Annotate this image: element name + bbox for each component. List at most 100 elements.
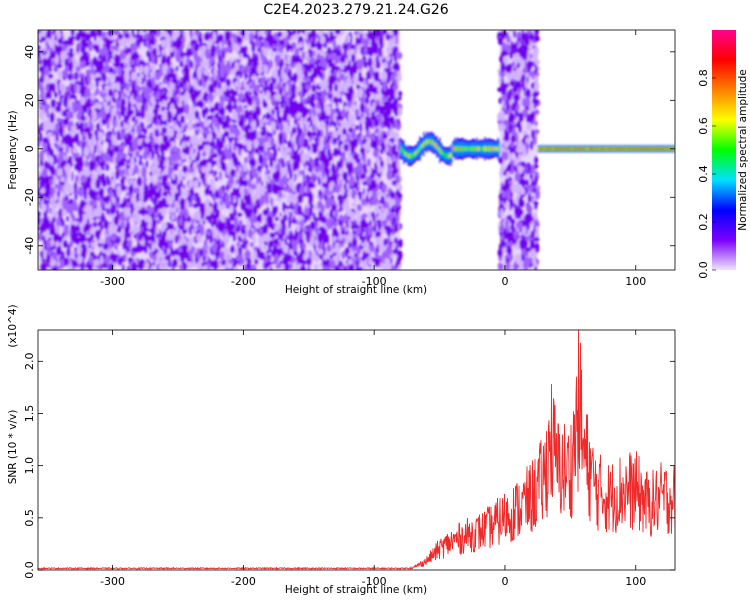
noise-speckle — [282, 127, 289, 133]
noise-speckle — [95, 178, 101, 190]
noise-speckle — [132, 103, 137, 109]
noise-speckle — [63, 71, 69, 79]
noise-speckle — [145, 160, 149, 168]
noise-speckle — [239, 258, 245, 265]
noise-speckle — [311, 143, 318, 154]
noise-speckle — [57, 235, 63, 243]
noise-speckle — [262, 223, 269, 235]
noise-speckle — [52, 252, 59, 261]
noise-speckle — [139, 65, 144, 74]
noise-speckle — [316, 108, 321, 114]
noise-speckle — [291, 256, 296, 264]
noise-speckle — [350, 43, 356, 50]
noise-speckle — [328, 35, 335, 42]
noise-speckle — [247, 154, 252, 160]
noise-speckle — [51, 216, 56, 224]
noise-speckle — [299, 186, 305, 196]
noise-speckle — [265, 194, 269, 206]
noise-speckle — [360, 57, 365, 68]
noise-speckle — [287, 179, 292, 186]
noise-speckle — [260, 180, 264, 187]
noise-speckle — [232, 33, 237, 41]
noise-speckle — [350, 53, 356, 63]
noise-speckle — [88, 263, 93, 270]
noise-speckle — [98, 187, 105, 197]
noise-speckle — [140, 104, 145, 112]
noise-speckle — [176, 132, 182, 140]
noise-speckle — [215, 191, 219, 197]
noise-speckle — [178, 264, 184, 270]
noise-speckle — [347, 259, 353, 265]
noise-speckle — [136, 111, 142, 118]
noise-speckle — [355, 36, 359, 46]
noise-speckle — [202, 82, 206, 88]
noise-speckle — [189, 92, 196, 100]
noise-speckle — [244, 109, 249, 120]
noise-speckle — [338, 198, 343, 206]
noise-speckle — [236, 101, 242, 107]
noise-speckle — [378, 46, 383, 56]
noise-speckle — [54, 122, 59, 134]
noise-speckle — [282, 167, 287, 176]
noise-speckle — [366, 252, 370, 258]
noise-speckle — [275, 140, 280, 149]
noise-speckle — [368, 244, 375, 253]
noise-speckle — [124, 32, 130, 39]
noise-speckle — [274, 253, 279, 265]
noise-speckle — [203, 182, 209, 188]
noise-speckle — [293, 251, 299, 257]
noise-speckle — [332, 40, 337, 50]
noise-speckle — [139, 33, 144, 43]
noise-speckle — [201, 150, 207, 158]
noise-speckle — [231, 93, 236, 102]
noise-speckle — [131, 30, 135, 35]
noise-speckle — [66, 183, 74, 194]
noise-speckle — [275, 263, 282, 270]
noise-speckle — [322, 228, 328, 240]
noise-speckle — [367, 56, 373, 68]
noise-speckle — [342, 82, 349, 94]
noise-speckle — [80, 31, 86, 39]
noise-speckle — [99, 122, 103, 131]
noise-speckle — [319, 50, 325, 56]
noise-speckle — [39, 150, 45, 161]
noise-speckle — [353, 75, 358, 86]
noise-speckle — [251, 41, 256, 53]
noise-speckle — [206, 115, 213, 121]
noise-speckle — [119, 62, 125, 69]
noise-speckle — [248, 196, 252, 206]
noise-speckle — [394, 247, 399, 254]
noise-speckle — [113, 67, 118, 76]
noise-speckle — [152, 218, 157, 228]
noise-speckle — [290, 35, 296, 41]
noise-speckle — [236, 142, 242, 149]
noise-speckle — [90, 82, 95, 90]
noise-speckle — [39, 165, 44, 171]
noise-speckle — [390, 137, 395, 144]
noise-speckle — [301, 154, 307, 164]
noise-speckle — [38, 59, 42, 66]
noise-speckle — [305, 123, 310, 131]
noise-speckle — [346, 49, 352, 57]
noise-speckle — [122, 240, 127, 250]
noise-speckle — [173, 164, 179, 172]
noise-speckle — [44, 231, 49, 240]
noise-speckle — [95, 122, 101, 131]
noise-speckle — [214, 126, 218, 134]
noise-speckle — [317, 200, 323, 209]
noise-speckle — [324, 188, 329, 197]
noise-speckle — [346, 133, 351, 140]
noise-speckle — [201, 166, 206, 174]
noise-speckle — [148, 30, 153, 36]
noise-speckle — [361, 236, 365, 244]
noise-speckle — [193, 179, 199, 190]
noise-speckle — [362, 264, 368, 270]
noise-speckle — [347, 87, 353, 93]
noise-speckle — [393, 70, 398, 77]
noise-speckle — [134, 96, 141, 103]
noise-speckle — [203, 119, 210, 128]
noise-speckle — [356, 245, 361, 256]
noise-speckle — [104, 255, 111, 265]
noise-speckle — [301, 51, 305, 60]
noise-speckle — [291, 91, 297, 100]
